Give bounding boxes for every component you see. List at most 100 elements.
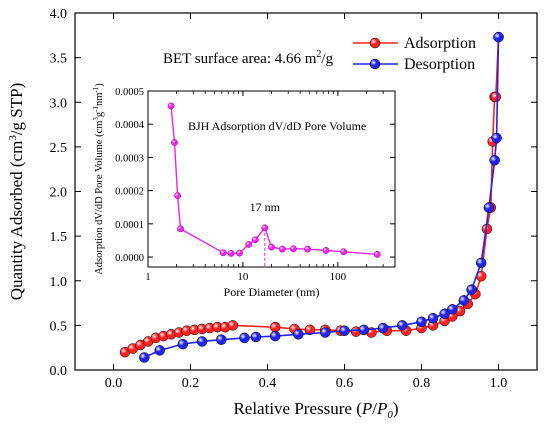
- data-point-desorption: [177, 338, 189, 350]
- y-tick-label: 3.5: [50, 52, 68, 67]
- inset-title: BJH Adsorption dV/dD Pore Volume: [188, 119, 366, 133]
- inset-x-tick-label: 1: [145, 271, 151, 283]
- bet-text: BET surface area: 4.66 m: [163, 51, 317, 67]
- inset-data-point: [236, 249, 243, 257]
- inset-x-tick-label: 100: [330, 271, 347, 283]
- inset-y-axis-label: Adsorption dV/dD Pore Volume (cm3g-1nm-1…: [92, 83, 105, 275]
- y-tick-label: 1.5: [50, 230, 68, 245]
- data-point-desorption: [250, 331, 262, 343]
- inset-data-point: [177, 225, 184, 233]
- y-axis-label-tail: /g STP): [7, 83, 26, 135]
- inset-peak-label: 17 nm: [250, 200, 281, 214]
- x-axis-label-slash: /: [372, 399, 377, 418]
- bet-tail: /g: [321, 51, 333, 67]
- inset-data-point: [373, 250, 381, 258]
- data-point-desorption: [427, 312, 439, 324]
- data-point-desorption: [239, 332, 250, 344]
- inset-y-label-text: Adsorption dV/dD Pore Volume (cm: [94, 121, 105, 275]
- data-point-adsorption: [304, 324, 316, 336]
- inset-data-point: [245, 241, 253, 248]
- legend-marker-adsorption: [369, 37, 381, 49]
- data-point-desorption: [320, 327, 331, 338]
- x-tick-label: 1.0: [490, 376, 508, 391]
- inset-plot-area: 1 10 100 0.0000 0.0001 0.0002 0.0003 0.0004 0.00…: [92, 83, 396, 299]
- inset-data-point: [219, 249, 227, 257]
- inset-y-tick-label: 0.0005: [115, 87, 144, 98]
- data-point-desorption: [458, 295, 470, 306]
- legend-label-adsorption: Adsorption: [404, 35, 476, 52]
- data-point-desorption: [358, 324, 369, 336]
- y-tick-label: 1.0: [50, 275, 68, 290]
- data-point-adsorption: [490, 91, 502, 103]
- inset-data-point: [227, 249, 235, 257]
- inset-data-point: [322, 246, 330, 254]
- data-point-desorption: [475, 257, 487, 269]
- inset-plot-frame: [147, 90, 396, 268]
- data-point-desorption: [483, 202, 495, 213]
- x-tick-label: 0.8: [413, 376, 431, 391]
- inset-data-point: [251, 236, 259, 244]
- inset-data-point: [289, 245, 297, 253]
- data-point-desorption: [447, 304, 458, 315]
- data-point-adsorption: [269, 321, 281, 333]
- inset-y-tick-label: 0.0003: [115, 153, 144, 164]
- y-axis-label-text: Quantity Adsorbed (cm: [7, 141, 26, 301]
- bet-superscript: 2: [316, 49, 321, 60]
- data-point-desorption: [416, 316, 427, 328]
- data-point-desorption: [154, 345, 165, 356]
- x-axis-label: Relative Pressure (P/P0): [233, 399, 398, 421]
- inset-y-label-sup-g: -1: [92, 105, 100, 111]
- data-point-desorption: [397, 320, 408, 331]
- main-plot-area: 0.0 0.2 0.4 0.6 0.8 1.0 0.0 0.5 1.0 1.5 2.0 2.5 3.0 3…: [7, 7, 538, 421]
- y-tick-label: 2.0: [50, 186, 68, 201]
- x-axis-label-text: Relative Pressure (: [233, 399, 362, 418]
- inset-data-point: [304, 245, 311, 253]
- y-axis-label: Quantity Adsorbed (cm3/g STP): [7, 83, 26, 301]
- inset-data-point: [340, 248, 348, 256]
- x-axis-label-subscript: 0: [387, 409, 393, 421]
- inset-y-tick-label: 0.0001: [115, 220, 144, 231]
- inset-y-label-sup-3: 3: [92, 117, 100, 121]
- x-tick-label: 0.0: [105, 376, 123, 391]
- data-point-desorption: [489, 155, 500, 166]
- legend-marker-desorption: [369, 58, 381, 70]
- inset-x-tick-label: 10: [237, 271, 249, 283]
- x-axis-label-p: P: [361, 399, 372, 418]
- inset-y-tick-label: 0.0002: [115, 187, 144, 198]
- data-point-desorption: [139, 352, 150, 363]
- data-point-desorption: [493, 31, 504, 43]
- data-point-desorption: [466, 284, 477, 295]
- y-tick-label: 2.5: [50, 141, 68, 156]
- inset-data-point: [278, 245, 286, 253]
- y-tick-label: 0.5: [50, 319, 68, 334]
- inset-y-label-nm: nm: [94, 93, 105, 106]
- inset-x-axis-label: Pore Diameter (nm): [224, 285, 320, 299]
- y-tick-label: 3.0: [50, 96, 68, 111]
- inset-y-label-close: ): [94, 83, 105, 87]
- data-point-desorption: [377, 322, 389, 334]
- inset-y-tick-label: 0.0000: [115, 253, 144, 264]
- y-axis-label-superscript: 3: [7, 135, 19, 141]
- data-point-desorption: [269, 330, 281, 342]
- y-tick-label: 0.0: [50, 364, 68, 379]
- x-axis-label-p0: P: [376, 399, 387, 418]
- x-tick-label: 0.2: [182, 376, 200, 391]
- inset-y-label-g: g: [94, 111, 105, 117]
- legend-label-desorption: Desorption: [404, 56, 475, 73]
- inset-data-point: [261, 224, 269, 232]
- data-point-adsorption: [227, 320, 239, 331]
- x-tick-label: 0.4: [259, 376, 277, 391]
- data-point-desorption: [196, 336, 208, 347]
- inset-y-tick-label: 0.0004: [115, 120, 145, 131]
- x-tick-label: 0.6: [336, 376, 354, 391]
- data-point-desorption: [216, 334, 227, 345]
- data-point-desorption: [491, 132, 502, 144]
- inset-data-point: [171, 139, 178, 146]
- x-axis-label-close: ): [393, 399, 399, 418]
- inset-data-point: [174, 192, 181, 200]
- y-tick-label: 4.0: [50, 7, 68, 22]
- inset-data-point: [167, 102, 175, 110]
- inset-data-point: [268, 243, 275, 251]
- bet-surface-area-label: BET surface area: 4.66 m2/g: [163, 49, 334, 67]
